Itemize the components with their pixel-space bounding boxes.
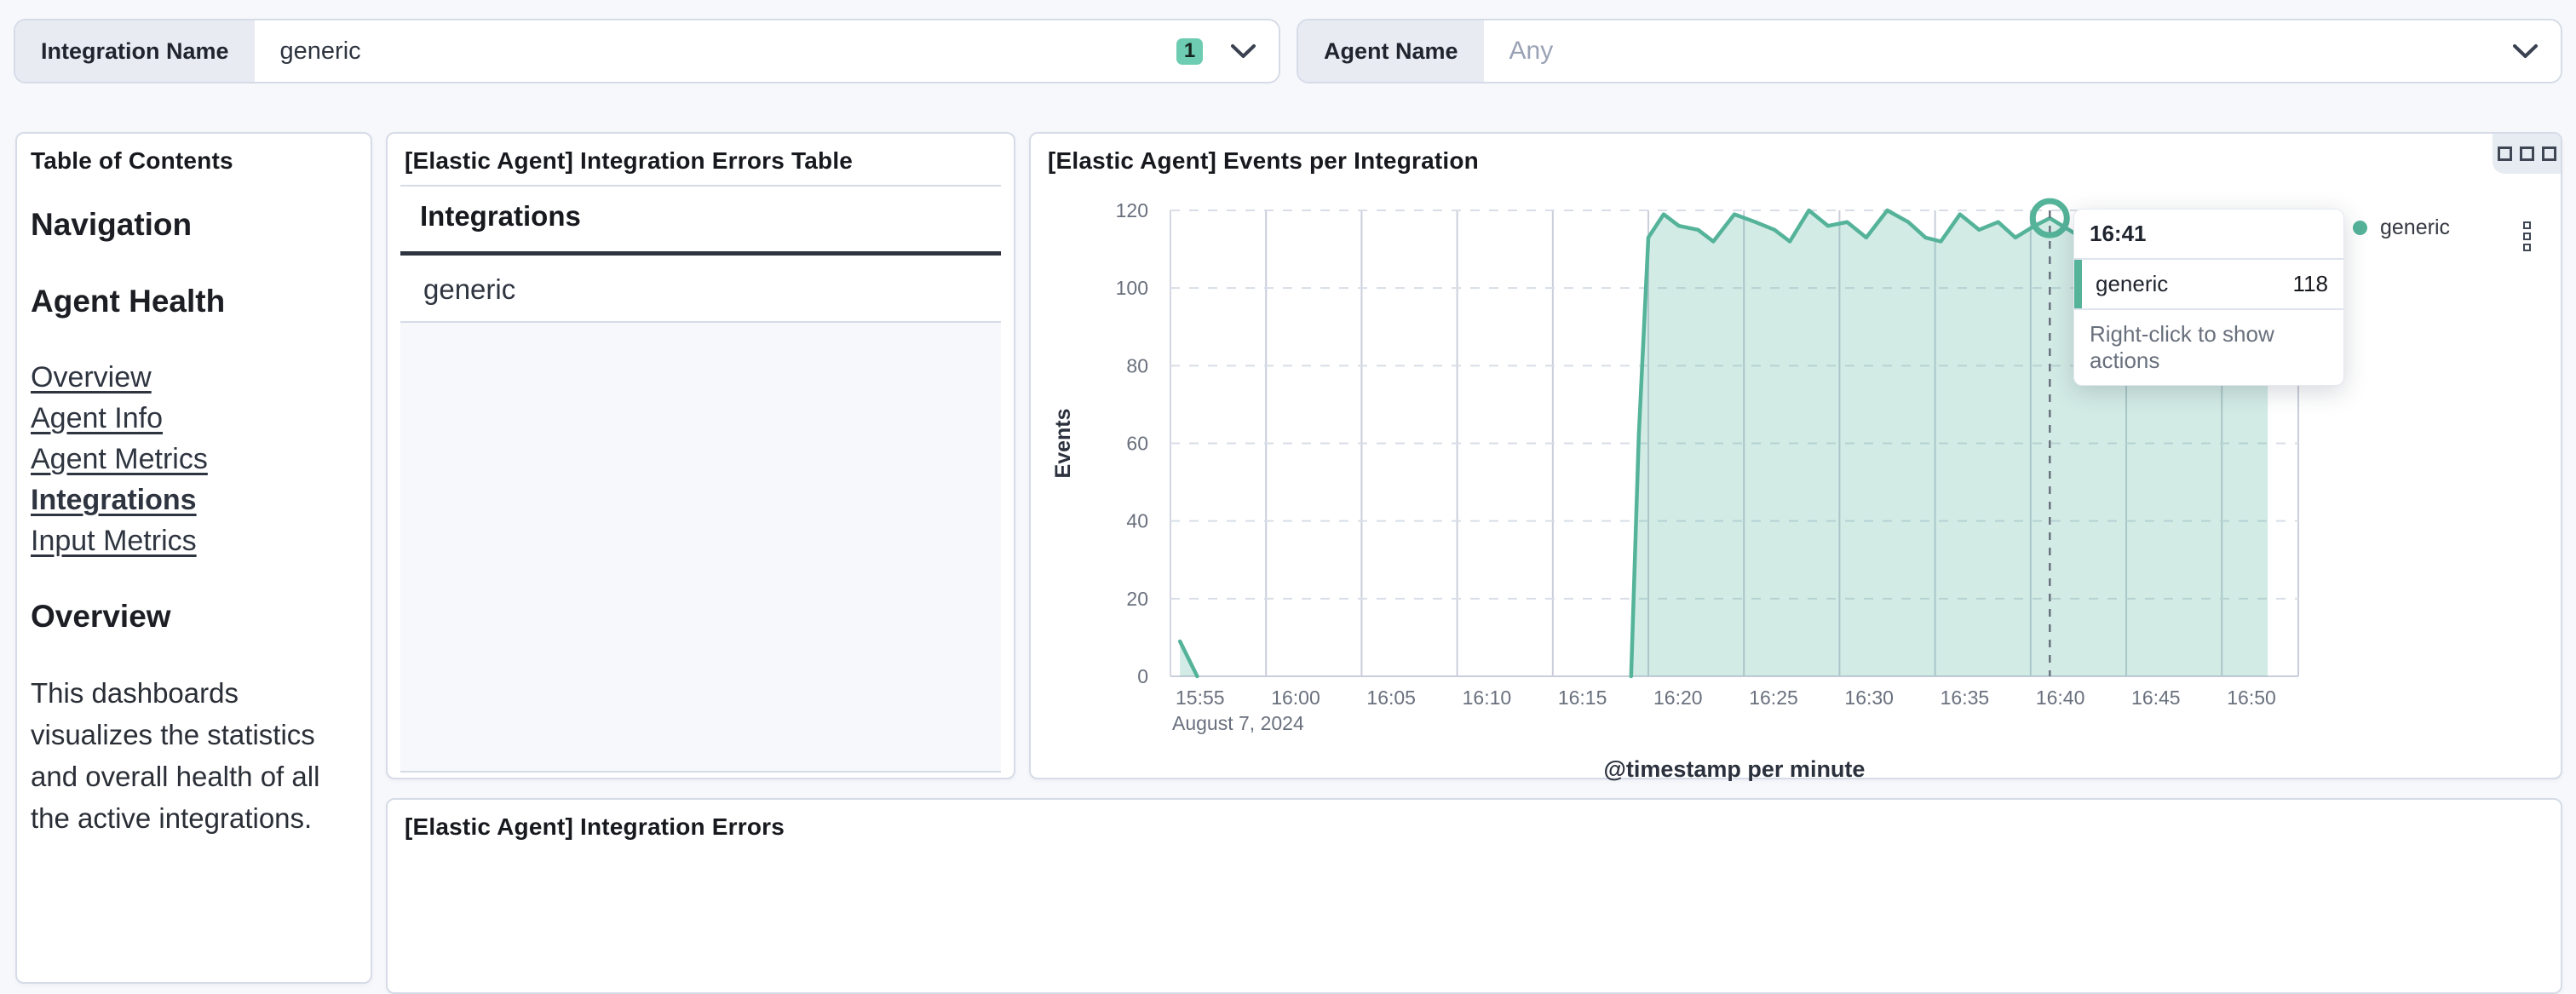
- table-row[interactable]: generic: [400, 258, 1001, 323]
- tooltip-time: 16:41: [2074, 210, 2343, 260]
- agent-name-filter[interactable]: Agent Name Any: [1297, 19, 2562, 83]
- toc-heading-navigation: Navigation: [31, 207, 193, 242]
- events-panel-title: [Elastic Agent] Events per Integration: [1048, 147, 1479, 174]
- tooltip-series-row: generic 118: [2074, 260, 2343, 310]
- events-per-integration-panel: [Elastic Agent] Events per Integration 1…: [1029, 132, 2562, 781]
- integration-name-filter-label: Integration Name: [15, 20, 255, 82]
- svg-text:16:45: 16:45: [2131, 687, 2181, 709]
- tooltip-series-value: 118: [2292, 271, 2328, 296]
- svg-text:16:20: 16:20: [1653, 687, 1703, 709]
- filter-count-badge: 1: [1176, 37, 1203, 65]
- svg-text:16:30: 16:30: [1844, 687, 1894, 709]
- chevron-down-icon[interactable]: [1230, 43, 1256, 60]
- agent-name-filter-label: Agent Name: [1298, 20, 1484, 82]
- svg-text:Events: Events: [1051, 409, 1075, 479]
- svg-text:120: 120: [1116, 199, 1148, 221]
- toc-link-agent-metrics[interactable]: Agent Metrics: [31, 443, 208, 475]
- svg-text:60: 60: [1126, 433, 1148, 455]
- tooltip-series-swatch: [2074, 260, 2082, 308]
- integration-errors-panel: [Elastic Agent] Integration Errors: [386, 798, 2562, 994]
- svg-text:16:10: 16:10: [1463, 687, 1512, 709]
- integration-name-filter-value: generic: [279, 37, 361, 65]
- toc-link-list: Overview Agent Info Agent Metrics Integr…: [31, 357, 359, 561]
- errors-panel-title: [Elastic Agent] Integration Errors: [405, 813, 785, 840]
- legend-actions-kebab-icon[interactable]: [2520, 218, 2534, 255]
- toc-heading-overview: Overview: [31, 599, 171, 634]
- table-column-header: Integrations: [400, 200, 1001, 256]
- svg-text:80: 80: [1126, 354, 1148, 376]
- toc-heading-agent-health: Agent Health: [31, 284, 226, 319]
- toc-link-integrations[interactable]: Integrations: [31, 484, 197, 516]
- errors-table-panel-title: [Elastic Agent] Integration Errors Table: [405, 147, 854, 174]
- toc-overview-paragraph: This dashboards visualizes the statistic…: [31, 677, 320, 834]
- toc-link-agent-info[interactable]: Agent Info: [31, 402, 164, 434]
- svg-text:16:00: 16:00: [1271, 687, 1320, 709]
- svg-text:16:35: 16:35: [1941, 687, 1990, 709]
- svg-text:16:05: 16:05: [1366, 687, 1416, 709]
- chart-tooltip: 16:41 generic 118 Right-click to show ac…: [2073, 209, 2344, 386]
- svg-text:100: 100: [1116, 277, 1148, 299]
- table-empty-stripe: [400, 323, 1001, 773]
- tooltip-footer: Right-click to show actions: [2090, 321, 2274, 373]
- integration-name-filter[interactable]: Integration Name generic 1: [14, 19, 1280, 83]
- tooltip-series-name: generic: [2096, 271, 2169, 296]
- svg-text:16:50: 16:50: [2227, 687, 2276, 709]
- chevron-down-icon[interactable]: [2512, 43, 2539, 60]
- divider: [400, 185, 1001, 187]
- svg-text:16:40: 16:40: [2036, 687, 2085, 709]
- svg-text:16:25: 16:25: [1749, 687, 1798, 709]
- svg-text:16:15: 16:15: [1558, 687, 1607, 709]
- toc-panel-title: Table of Contents: [31, 147, 233, 174]
- toc-link-input-metrics[interactable]: Input Metrics: [31, 525, 197, 557]
- toc-link-overview[interactable]: Overview: [31, 361, 152, 394]
- toc-panel: Table of Contents Navigation Agent Healt…: [15, 132, 372, 984]
- svg-text:40: 40: [1126, 510, 1148, 532]
- legend-item-generic[interactable]: generic: [2353, 215, 2450, 240]
- legend-label: generic: [2380, 215, 2450, 239]
- svg-text:August 7, 2024: August 7, 2024: [1172, 712, 1304, 734]
- svg-text:15:55: 15:55: [1176, 687, 1225, 709]
- svg-text:20: 20: [1126, 588, 1148, 610]
- integration-errors-table-panel: [Elastic Agent] Integration Errors Table…: [386, 132, 1015, 779]
- legend-dot-icon: [2353, 221, 2367, 235]
- panel-options-icon[interactable]: [2493, 134, 2561, 174]
- svg-text:0: 0: [1137, 665, 1148, 687]
- agent-name-filter-value: Any: [1509, 37, 1554, 65]
- svg-text:@timestamp per minute: @timestamp per minute: [1604, 756, 1866, 781]
